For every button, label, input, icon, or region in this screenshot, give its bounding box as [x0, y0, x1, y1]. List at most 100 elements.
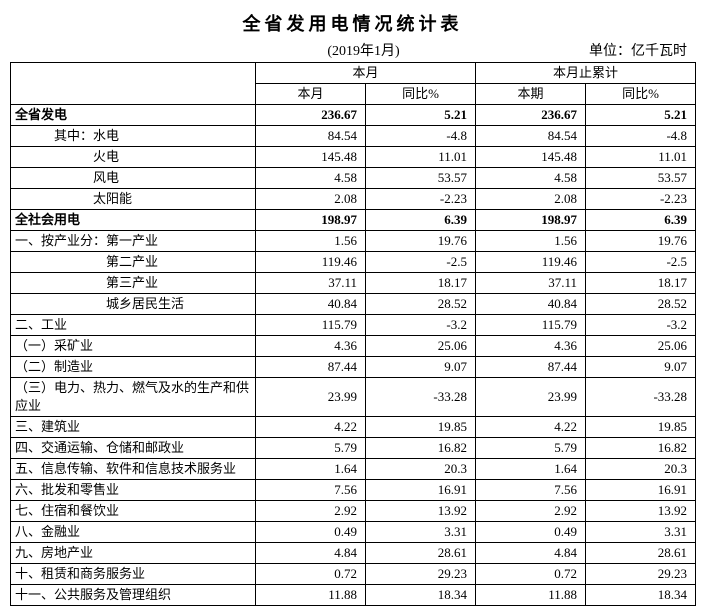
- row-label: 第三产业: [11, 273, 256, 294]
- row-label: 二、工业: [11, 315, 256, 336]
- cell-value: 11.88: [476, 585, 586, 606]
- cell-value: 19.76: [586, 231, 696, 252]
- cell-value: 20.3: [366, 459, 476, 480]
- cell-value: -3.2: [366, 315, 476, 336]
- table-row: （二）制造业87.449.0787.449.07: [11, 357, 696, 378]
- cell-value: 145.48: [476, 147, 586, 168]
- cell-value: 1.56: [476, 231, 586, 252]
- header-group-month: 本月: [256, 63, 476, 84]
- row-label: 全社会用电: [11, 210, 256, 231]
- cell-value: 0.49: [256, 522, 366, 543]
- table-row: 风电4.5853.574.5853.57: [11, 168, 696, 189]
- cell-value: 20.3: [586, 459, 696, 480]
- cell-value: 28.61: [366, 543, 476, 564]
- table-row: 十一、公共服务及管理组织11.8818.3411.8818.34: [11, 585, 696, 606]
- table-body: 全省发电236.675.21236.675.21 其中：水电84.54-4.88…: [11, 105, 696, 606]
- cell-value: 2.08: [476, 189, 586, 210]
- row-label: 十、租赁和商务服务业: [11, 564, 256, 585]
- cell-value: -2.23: [586, 189, 696, 210]
- row-label: 第二产业: [11, 252, 256, 273]
- row-label: 城乡居民生活: [11, 294, 256, 315]
- cell-value: -4.8: [586, 126, 696, 147]
- table-row: 七、住宿和餐饮业2.9213.922.9213.92: [11, 501, 696, 522]
- table-row: 八、金融业0.493.310.493.31: [11, 522, 696, 543]
- table-row: 全社会用电198.976.39198.976.39: [11, 210, 696, 231]
- table-row: 火电145.4811.01145.4811.01: [11, 147, 696, 168]
- row-label: 全省发电: [11, 105, 256, 126]
- cell-value: 115.79: [256, 315, 366, 336]
- row-label: 五、信息传输、软件和信息技术服务业: [11, 459, 256, 480]
- row-label: （三）电力、热力、燃气及水的生产和供应业: [11, 378, 256, 417]
- cell-value: 11.01: [586, 147, 696, 168]
- cell-value: 115.79: [476, 315, 586, 336]
- table-row: 第二产业119.46-2.5119.46-2.5: [11, 252, 696, 273]
- header-sub2: 同比%: [366, 84, 476, 105]
- cell-value: 4.36: [256, 336, 366, 357]
- cell-value: 4.22: [256, 417, 366, 438]
- cell-value: 13.92: [366, 501, 476, 522]
- row-label: 一、按产业分：第一产业: [11, 231, 256, 252]
- cell-value: 16.91: [586, 480, 696, 501]
- cell-value: 28.61: [586, 543, 696, 564]
- row-label: 六、批发和零售业: [11, 480, 256, 501]
- cell-value: 16.91: [366, 480, 476, 501]
- row-label: 三、建筑业: [11, 417, 256, 438]
- cell-value: 18.34: [366, 585, 476, 606]
- subtitle-row: (2019年1月) 单位：亿千瓦时: [10, 40, 695, 60]
- cell-value: 6.39: [586, 210, 696, 231]
- cell-value: 4.58: [476, 168, 586, 189]
- cell-value: 37.11: [476, 273, 586, 294]
- row-label: （一）采矿业: [11, 336, 256, 357]
- stats-table: 本月 本月止累计 本月 同比% 本期 同比% 全省发电236.675.21236…: [10, 62, 696, 606]
- header-blank: [11, 63, 256, 105]
- cell-value: 2.08: [256, 189, 366, 210]
- table-row: （一）采矿业4.3625.064.3625.06: [11, 336, 696, 357]
- cell-value: 4.84: [476, 543, 586, 564]
- cell-value: 5.21: [586, 105, 696, 126]
- cell-value: 18.17: [586, 273, 696, 294]
- cell-value: -33.28: [366, 378, 476, 417]
- cell-value: 236.67: [476, 105, 586, 126]
- cell-value: 87.44: [476, 357, 586, 378]
- cell-value: 87.44: [256, 357, 366, 378]
- table-row: （三）电力、热力、燃气及水的生产和供应业23.99-33.2823.99-33.…: [11, 378, 696, 417]
- cell-value: 25.06: [366, 336, 476, 357]
- cell-value: 0.49: [476, 522, 586, 543]
- cell-value: 3.31: [586, 522, 696, 543]
- cell-value: 2.92: [256, 501, 366, 522]
- cell-value: 23.99: [256, 378, 366, 417]
- cell-value: 5.79: [476, 438, 586, 459]
- cell-value: 1.64: [256, 459, 366, 480]
- cell-value: 119.46: [476, 252, 586, 273]
- cell-value: 37.11: [256, 273, 366, 294]
- table-row: 十、租赁和商务服务业0.7229.230.7229.23: [11, 564, 696, 585]
- cell-value: -2.5: [366, 252, 476, 273]
- cell-value: -3.2: [586, 315, 696, 336]
- cell-value: 16.82: [366, 438, 476, 459]
- cell-value: 119.46: [256, 252, 366, 273]
- header-sub3: 本期: [476, 84, 586, 105]
- cell-value: 4.58: [256, 168, 366, 189]
- cell-value: 6.39: [366, 210, 476, 231]
- cell-value: -2.5: [586, 252, 696, 273]
- table-row: 一、按产业分：第一产业1.5619.761.5619.76: [11, 231, 696, 252]
- table-row: 其中：水电84.54-4.884.54-4.8: [11, 126, 696, 147]
- row-label: 十一、公共服务及管理组织: [11, 585, 256, 606]
- cell-value: -33.28: [586, 378, 696, 417]
- cell-value: 16.82: [586, 438, 696, 459]
- cell-value: 29.23: [366, 564, 476, 585]
- unit-label: 单位：亿千瓦时: [589, 40, 687, 60]
- header-sub4: 同比%: [586, 84, 696, 105]
- cell-value: -4.8: [366, 126, 476, 147]
- table-row: 五、信息传输、软件和信息技术服务业1.6420.31.6420.3: [11, 459, 696, 480]
- cell-value: 7.56: [256, 480, 366, 501]
- cell-value: 7.56: [476, 480, 586, 501]
- cell-value: 198.97: [476, 210, 586, 231]
- cell-value: 236.67: [256, 105, 366, 126]
- cell-value: 0.72: [256, 564, 366, 585]
- cell-value: 19.76: [366, 231, 476, 252]
- table-row: 九、房地产业4.8428.614.8428.61: [11, 543, 696, 564]
- cell-value: 40.84: [476, 294, 586, 315]
- cell-value: 18.17: [366, 273, 476, 294]
- cell-value: 5.21: [366, 105, 476, 126]
